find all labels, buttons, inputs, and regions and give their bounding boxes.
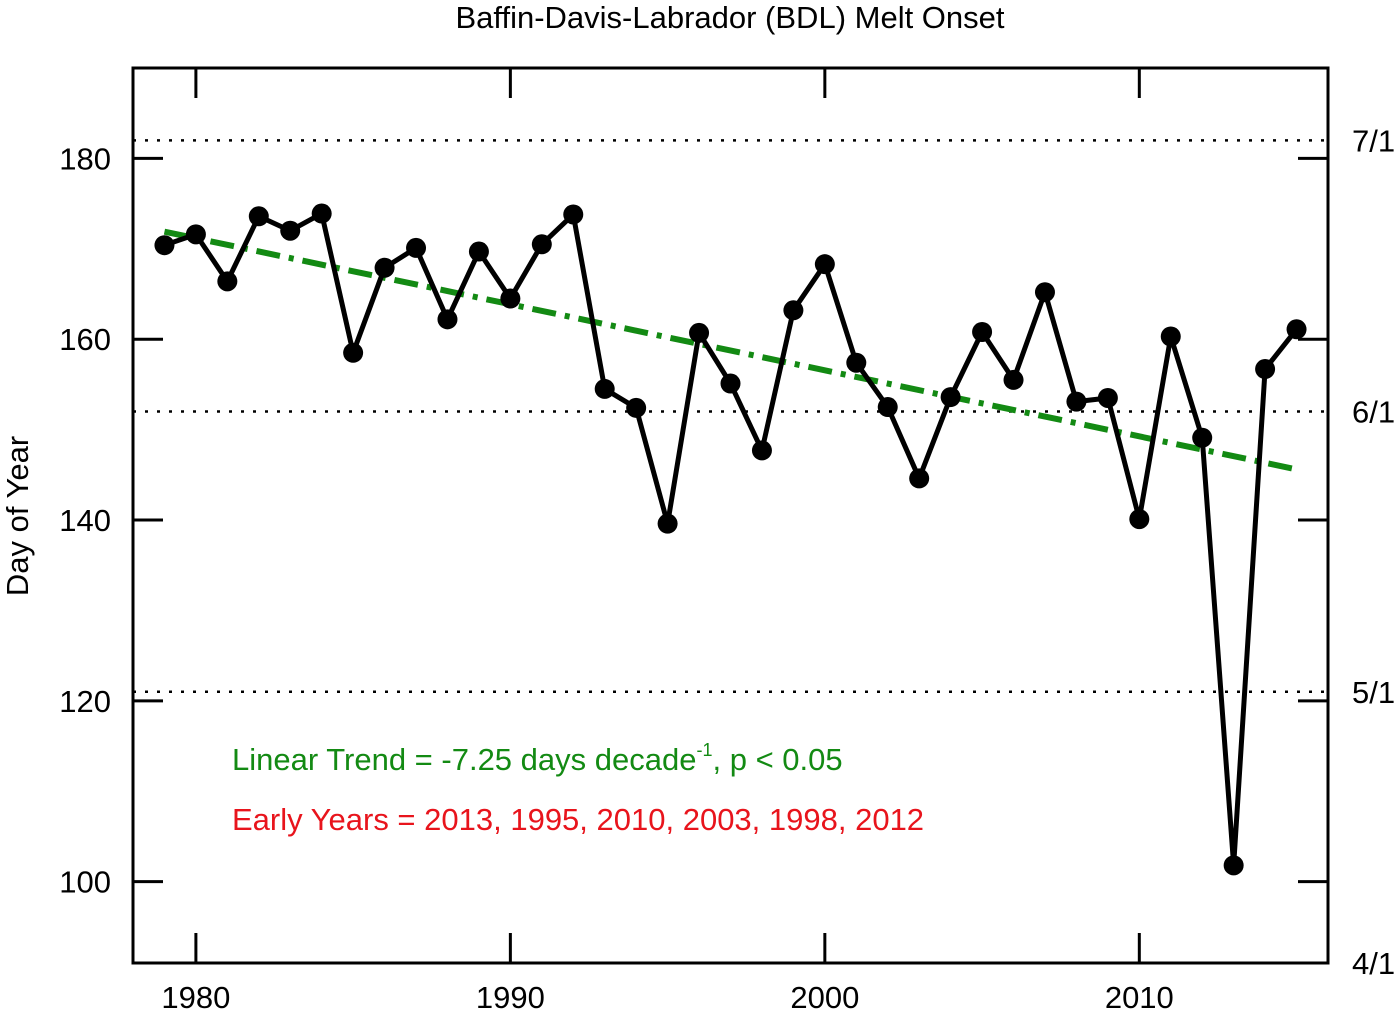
data-point [940, 387, 961, 408]
data-point [531, 234, 552, 255]
annotation-text: Early Years = 2013, 1995, 2010, 2003, 19… [232, 802, 924, 837]
plot-frame [131, 66, 1330, 965]
annotation: Linear Trend = -7.25 days decade-1, p < … [232, 740, 843, 777]
data-point [689, 322, 710, 343]
chart-title: Baffin-Davis-Labrador (BDL) Melt Onset [455, 0, 1004, 35]
data-point [217, 271, 238, 292]
y-tick-label: 120 [59, 684, 111, 719]
y-tick-label: 100 [59, 865, 111, 900]
data-point [626, 397, 647, 418]
annotation-suffix: , p < 0.05 [712, 742, 842, 777]
reference-label: 5/1 [1352, 675, 1395, 710]
data-point [185, 224, 206, 245]
y-tick-label: 160 [59, 322, 111, 357]
data-point [1255, 359, 1276, 380]
data-point [1223, 855, 1244, 876]
y-axis-label: Day of Year [0, 436, 35, 596]
reference-label: 7/1 [1352, 123, 1395, 158]
data-point [594, 378, 615, 399]
data-point [751, 440, 772, 461]
data-point [154, 235, 175, 256]
data-point [248, 206, 269, 227]
data-point [1003, 369, 1024, 390]
annotation: Early Years = 2013, 1995, 2010, 2003, 19… [232, 802, 924, 837]
data-point [846, 352, 867, 373]
x-tick-label: 2010 [1105, 980, 1174, 1015]
data-point [909, 468, 930, 489]
data-point [500, 288, 521, 309]
reference-label: 6/1 [1352, 395, 1395, 430]
data-point [877, 397, 898, 418]
x-tick-label: 1980 [161, 980, 230, 1015]
trend-line [163, 228, 1298, 473]
data-point [437, 309, 458, 330]
data-point [280, 220, 301, 241]
data-point [374, 257, 395, 278]
data-point [311, 203, 332, 224]
annotation-text: Linear Trend = -7.25 days decade [232, 742, 696, 777]
data-point [814, 254, 835, 275]
x-tick-label: 2000 [790, 980, 859, 1015]
data-point [406, 237, 427, 258]
data-point [720, 373, 741, 394]
y-tick-label: 180 [59, 141, 111, 176]
data-point [563, 204, 584, 225]
data-point [1192, 427, 1213, 448]
data-point [1097, 387, 1118, 408]
data-point [468, 241, 489, 262]
data-point [1066, 391, 1087, 412]
data-point [343, 342, 364, 363]
data-point [783, 300, 804, 321]
data-point [1034, 282, 1055, 303]
data-point [972, 321, 993, 342]
reference-label: 4/1 [1352, 946, 1395, 981]
data-point [1160, 326, 1181, 347]
y-tick-label: 140 [59, 503, 111, 538]
data-point [1129, 509, 1150, 530]
x-tick-label: 1990 [476, 980, 545, 1015]
data-point [657, 513, 678, 534]
annotation-superscript: -1 [696, 740, 712, 760]
data-point [1286, 319, 1307, 340]
